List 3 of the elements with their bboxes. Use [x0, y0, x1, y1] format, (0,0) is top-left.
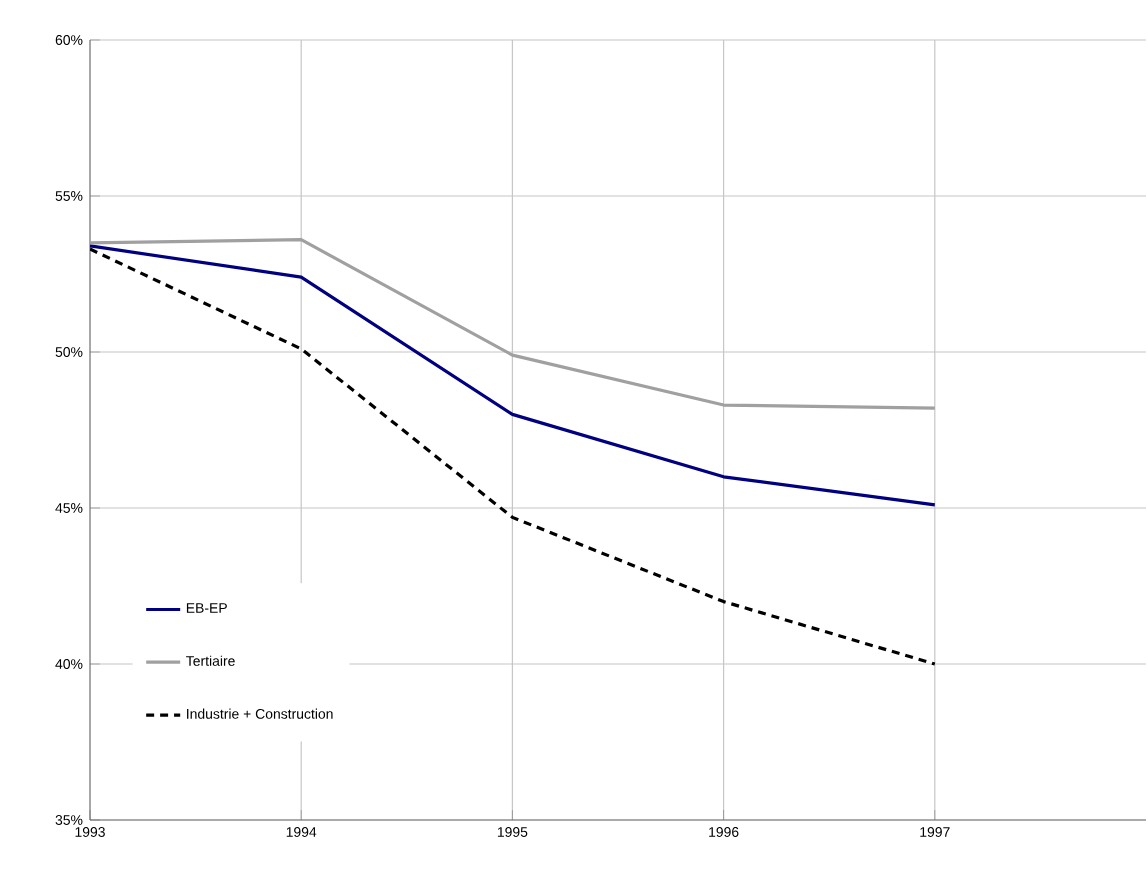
line-series — [90, 238, 937, 410]
line-series — [90, 244, 937, 507]
line-series — [90, 247, 937, 666]
